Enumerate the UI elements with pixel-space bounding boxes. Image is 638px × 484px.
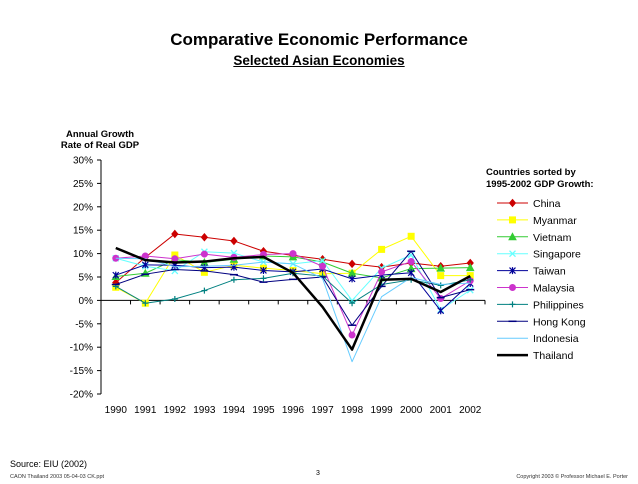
y-tick-label: -10%: [70, 343, 93, 354]
y-tick-label: 25%: [73, 179, 93, 190]
x-tick-label: 1992: [164, 405, 187, 416]
data-point-philippines: [349, 300, 356, 307]
data-point-philippines: [201, 287, 208, 294]
data-point-malaysia: [319, 262, 327, 270]
legend-marker-philippines: [509, 301, 516, 308]
data-point-china: [348, 259, 356, 269]
data-point-taiwan: [348, 275, 356, 283]
x-tick-label: 1995: [252, 405, 275, 416]
y-tick-label: 5%: [79, 273, 94, 284]
x-tick-label: 1997: [311, 405, 334, 416]
data-point-philippines: [142, 300, 149, 307]
chart-title: Comparative Economic Performance: [170, 30, 468, 49]
series-line-philippines: [115, 272, 471, 304]
x-tick-label: 1996: [282, 405, 305, 416]
footer-copyright: Copyright 2003 © Professor Michael E. Po…: [516, 474, 628, 480]
data-point-taiwan: [112, 271, 120, 279]
data-point-singapore: [319, 257, 326, 265]
data-point-philippines: [171, 295, 178, 302]
data-point-malaysia: [348, 331, 356, 339]
series-line-thailand: [115, 246, 471, 351]
y-tick-label: -15%: [70, 366, 93, 377]
legend-marker-singapore: [509, 250, 516, 258]
source-note: Source: EIU (2002): [10, 459, 88, 469]
data-point-philippines: [437, 282, 444, 289]
data-point-philippines: [230, 276, 237, 283]
x-tick-label: 1991: [134, 405, 157, 416]
data-point-philippines: [467, 276, 474, 283]
data-point-myanmar: [378, 245, 386, 253]
legend-marker-myanmar: [509, 216, 516, 224]
data-point-malaysia: [378, 268, 386, 276]
legend-marker-china: [508, 198, 517, 208]
legend-title-line-1: Countries sorted by: [486, 167, 576, 178]
data-point-taiwan: [260, 266, 267, 274]
x-tick-label: 2000: [400, 405, 423, 416]
y-tick-label: 30%: [73, 156, 93, 167]
legend-label-china: China: [533, 198, 561, 210]
data-point-china: [171, 229, 179, 239]
data-point-china: [230, 236, 238, 246]
legend-label-philippines: Philippines: [533, 299, 584, 311]
legend-marker-malaysia: [509, 284, 516, 291]
data-point-vietnam: [436, 263, 446, 272]
data-point-myanmar: [437, 272, 445, 280]
y-tick-label: 15%: [73, 226, 93, 237]
legend-marker-vietnam: [508, 232, 517, 241]
chart-subtitle: Selected Asian Economies: [233, 53, 405, 68]
data-point-vietnam: [465, 263, 475, 272]
legend-label-singapore: Singapore: [533, 249, 581, 261]
x-tick-label: 2001: [430, 405, 453, 416]
legend-title: Countries sorted by 1995-2002 GDP Growth…: [486, 167, 594, 191]
legend-label-hong-kong: Hong Kong: [533, 316, 586, 328]
footer-filename: CAON Thailand 2003 05-04-03 CK.ppt: [10, 474, 105, 480]
legend-label-taiwan: Taiwan: [533, 266, 566, 278]
data-point-taiwan: [141, 261, 149, 269]
y-tick-label: -20%: [70, 390, 93, 401]
data-point-china: [200, 232, 209, 242]
y-tick-label: 0%: [79, 296, 94, 307]
legend-label-myanmar: Myanmar: [533, 215, 577, 227]
y-axis-label-line-1: Annual Growth: [65, 129, 135, 140]
footer-page-number: 3: [316, 470, 320, 477]
x-tick-label: 1993: [193, 405, 216, 416]
data-point-malaysia: [200, 250, 208, 258]
x-tick-label: 1998: [341, 405, 364, 416]
x-tick-label: 2002: [459, 405, 482, 416]
legend-label-vietnam: Vietnam: [533, 232, 572, 244]
data-point-philippines: [260, 275, 267, 282]
legend-label-malaysia: Malaysia: [533, 283, 575, 295]
x-tick-label: 1999: [370, 405, 393, 416]
y-tick-label: 10%: [73, 249, 93, 260]
y-tick-label: 20%: [73, 202, 93, 213]
x-tick-label: 1990: [105, 405, 128, 416]
data-point-taiwan: [407, 269, 415, 277]
data-point-taiwan: [437, 307, 445, 315]
data-point-taiwan: [200, 264, 208, 272]
y-tick-label: -5%: [75, 319, 93, 330]
data-point-malaysia: [407, 258, 415, 266]
series-line-indonesia: [115, 257, 471, 363]
x-tick-label: 1994: [223, 405, 246, 416]
legend-label-thailand: Thailand: [533, 350, 573, 362]
legend-title-line-2: 1995-2002 GDP Growth:: [486, 179, 594, 190]
data-point-malaysia: [437, 295, 445, 303]
legend-label-indonesia: Indonesia: [533, 333, 579, 345]
legend-marker-taiwan: [509, 267, 516, 275]
y-axis-label-line-2: Rate of Real GDP: [60, 140, 140, 151]
data-point-malaysia: [289, 250, 297, 258]
data-point-malaysia: [171, 255, 179, 263]
y-axis-label: Annual Growth Rate of Real GDP: [50, 129, 150, 151]
data-point-myanmar: [407, 232, 415, 240]
